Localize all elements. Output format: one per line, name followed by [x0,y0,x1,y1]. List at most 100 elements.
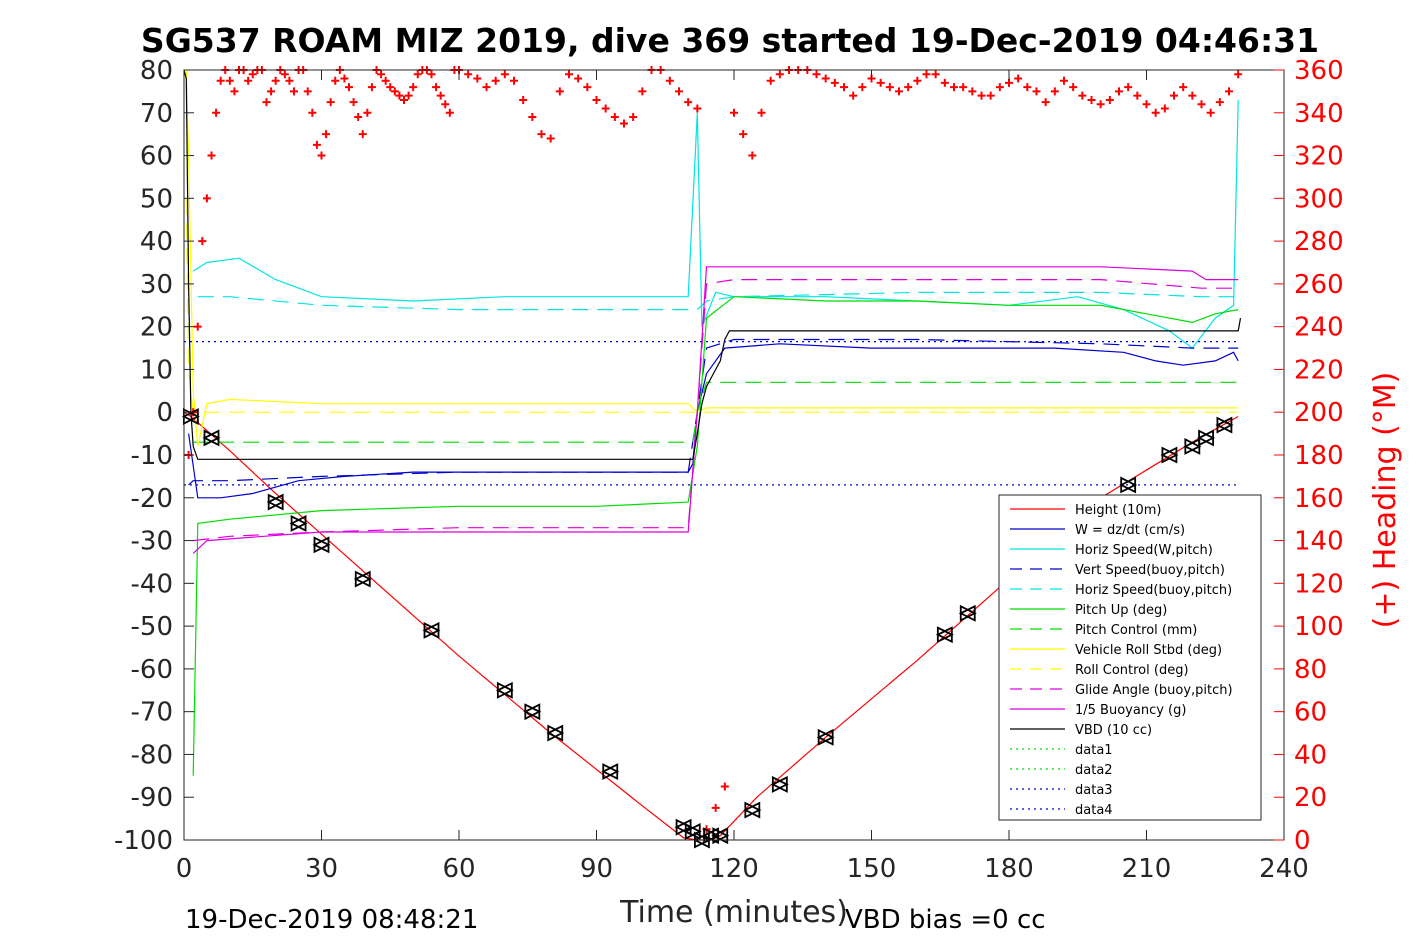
footer-timestamp: 19-Dec-2019 08:48:21 [185,905,478,935]
y-right-tick-label: 220 [1294,355,1344,385]
heading-point [441,100,450,109]
heading-point [546,134,555,143]
y-right-tick-label: 60 [1294,698,1327,728]
y-left-tick-label: -60 [131,655,173,685]
heading-point [1005,78,1013,87]
heading-point [895,87,903,96]
heading-point [349,98,358,107]
height-marker-left [1183,437,1201,455]
heading-point [413,70,422,79]
series-line-vbd-10-cc [183,69,1242,460]
heading-point [271,76,280,85]
y-right-tick-label: 20 [1294,783,1327,813]
y-left-tick-label: 0 [156,398,173,428]
heading-point [1023,83,1032,92]
y-left-tick-label: -70 [131,698,173,728]
heading-point [940,78,949,87]
height-marker-right [744,801,762,819]
legend-label: data2 [1075,763,1113,778]
heading-point [977,91,986,100]
heading-point [720,782,729,791]
height-marker-right [1161,446,1179,464]
y-right-tick-label: 180 [1294,441,1344,471]
heading-point [491,76,500,85]
heading-point [193,322,202,331]
y-left-tick-label: 70 [140,99,173,129]
height-marker-right [524,703,542,721]
heading-point [537,130,546,139]
heading-point [986,91,995,100]
heading-point [757,108,766,117]
y-right-tick-label: 340 [1294,99,1344,129]
heading-point [711,803,720,812]
x-tick-label: 0 [176,854,193,884]
heading-point [381,76,390,85]
series-line-vert-speed-buoy-pitch [188,338,1239,486]
legend-label: Horiz Speed(buoy,pitch) [1075,583,1232,598]
legend-label: data1 [1075,743,1113,758]
y-left-tick-label: 40 [140,227,173,257]
y-right-tick-label: 240 [1294,313,1344,343]
heading-point [739,130,748,139]
heading-point [730,108,738,117]
heading-point [1234,70,1243,79]
heading-point [601,104,610,113]
height-marker-right [313,536,331,554]
heading-point [684,98,693,107]
y-left-tick-label: -40 [131,569,173,599]
series-line-horiz-speed-buoy-pitch [197,291,1239,311]
heading-point [748,151,757,160]
heading-point [202,194,211,203]
heading-point [592,95,601,104]
heading-point [1087,95,1096,104]
legend-label: Glide Angle (buoy,pitch) [1075,683,1233,698]
legend-label: 1/5 Buoyancy (g) [1075,703,1186,718]
heading-point [812,70,821,79]
heading-point [1215,98,1224,107]
heading-point [262,98,271,107]
height-marker-left [702,827,719,845]
heading-point [345,83,353,92]
heading-point [1105,95,1114,104]
series-line-horiz-speed-w-pitch [192,99,1239,349]
heading-point [500,70,509,79]
heading-point [528,113,537,122]
height-marker-left [523,703,541,721]
chart-title: SG537 ROAM MIZ 2019, dive 369 started 19… [141,21,1319,60]
heading-point [510,76,518,85]
heading-point [1060,76,1068,85]
heading-point [610,113,619,122]
y-right-tick-label: 80 [1294,655,1327,685]
heading-point [840,83,848,92]
x-tick-label: 30 [305,854,338,884]
height-marker-left [181,408,199,425]
heading-point [693,104,702,113]
x-tick-label: 60 [442,854,475,884]
heading-point [354,113,363,122]
y-left-tick-label: -100 [114,826,173,856]
heading-point [849,91,858,100]
height-marker-left [353,570,371,588]
heading-point [303,87,312,96]
legend-label: W = dz/dt (cm/s) [1075,523,1185,538]
heading-point [482,83,491,92]
heading-point [858,83,867,92]
heading-point [1124,83,1133,92]
heading-point [565,70,573,79]
y-left-tick-label: -80 [131,740,173,770]
heading-point [290,87,298,96]
y-left-tick-label: 50 [140,184,173,214]
heading-point [904,83,913,92]
heading-point [1197,100,1206,109]
heading-point [212,108,221,117]
heading-point [675,87,683,96]
heading-point [913,76,922,85]
height-marker-right [1216,416,1234,434]
heading-point [1069,83,1078,92]
heading-point [340,74,349,83]
heading-point [377,70,386,79]
heading-point [432,83,441,92]
heading-point [519,95,528,104]
x-tick-label: 180 [984,854,1034,884]
